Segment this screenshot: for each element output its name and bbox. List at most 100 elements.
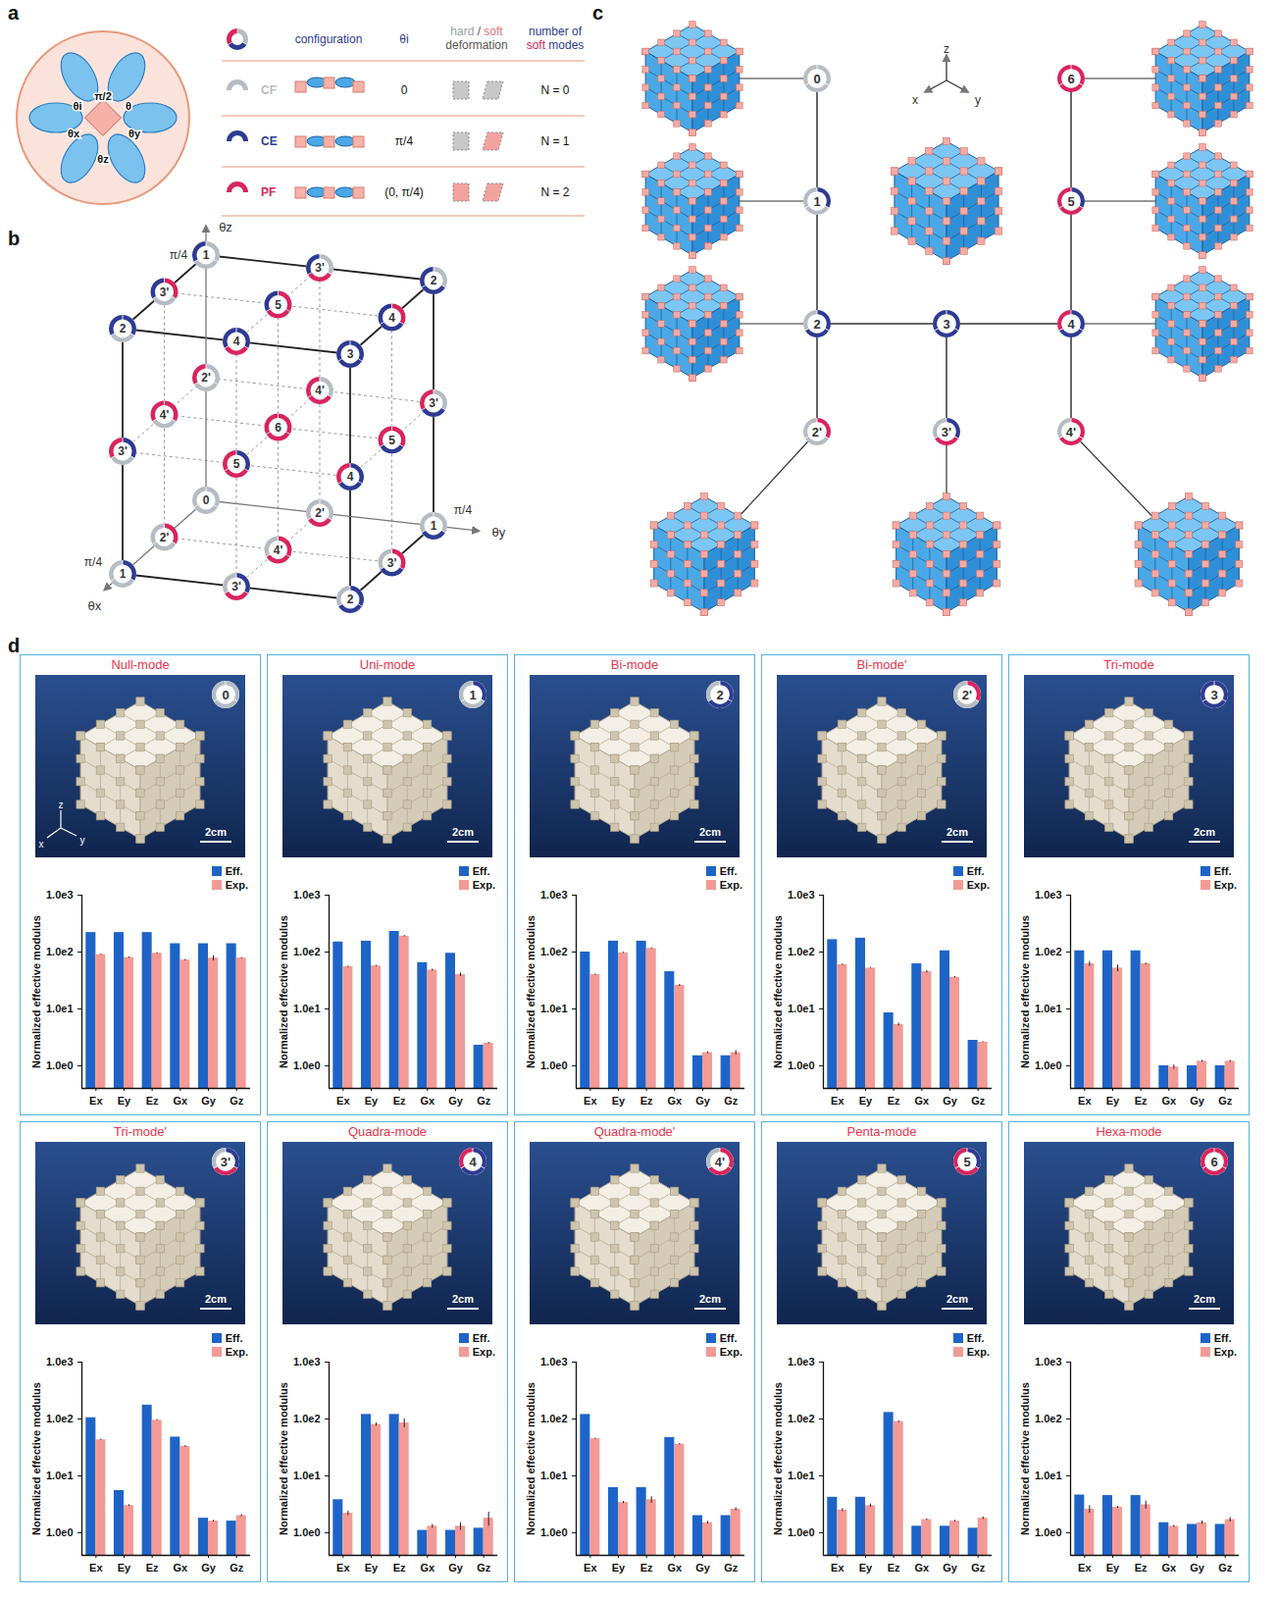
svg-text:Gx: Gx [419, 1561, 436, 1574]
svg-text:Ex: Ex [1077, 1561, 1092, 1574]
svg-text:Ex: Ex [336, 1094, 351, 1107]
svg-text:1: 1 [119, 566, 127, 581]
svg-text:z: z [943, 42, 950, 56]
svg-text:Ex: Ex [830, 1561, 845, 1574]
svg-text:Ez: Ez [393, 1561, 407, 1574]
svg-text:Ey: Ey [364, 1561, 379, 1574]
svg-text:CE: CE [260, 134, 278, 149]
svg-text:3': 3' [117, 444, 128, 459]
svg-text:PF: PF [260, 185, 276, 200]
svg-text:1.0e2: 1.0e2 [540, 945, 568, 958]
svg-text:c: c [592, 1, 604, 24]
svg-text:Ex: Ex [583, 1561, 598, 1574]
svg-text:5: 5 [274, 298, 282, 312]
svg-text:3': 3' [220, 1154, 231, 1170]
svg-text:2cm: 2cm [946, 1292, 969, 1305]
svg-text:Ez: Ez [887, 1094, 901, 1107]
svg-text:1: 1 [468, 687, 476, 703]
svg-text:Normalized effective modulus: Normalized effective modulus [771, 915, 784, 1069]
svg-text:4: 4 [468, 1154, 477, 1170]
svg-text:y: y [80, 834, 86, 846]
svg-text:2cm: 2cm [452, 825, 474, 838]
svg-text:4': 4' [715, 1154, 725, 1170]
svg-text:Gz: Gz [971, 1094, 986, 1107]
svg-text:N = 2: N = 2 [540, 185, 569, 200]
svg-text:1.0e2: 1.0e2 [1034, 945, 1063, 958]
svg-text:Gy: Gy [201, 1561, 217, 1574]
svg-text:Ez: Ez [1134, 1094, 1148, 1107]
svg-text:Ey: Ey [612, 1094, 626, 1107]
svg-text:Ez: Ez [640, 1561, 654, 1574]
svg-text:3': 3' [428, 396, 439, 410]
svg-text:4': 4' [159, 408, 170, 422]
svg-text:Ex: Ex [89, 1094, 103, 1107]
svg-text:Ex: Ex [89, 1561, 103, 1574]
svg-text:Gz: Gz [723, 1094, 739, 1107]
svg-text:Normalized effective modulus: Normalized effective modulus [30, 1381, 43, 1535]
svg-text:θx: θx [67, 127, 81, 140]
svg-text:1.0e0: 1.0e0 [46, 1526, 74, 1538]
svg-text:5: 5 [1067, 194, 1074, 209]
svg-text:Ex: Ex [830, 1094, 845, 1107]
svg-text:1.0e3: 1.0e3 [1034, 888, 1063, 901]
svg-text:2cm: 2cm [1193, 825, 1216, 838]
svg-text:Gx: Gx [914, 1094, 930, 1107]
svg-text:Gy: Gy [448, 1561, 464, 1574]
svg-text:2: 2 [347, 592, 355, 607]
svg-text:θy: θy [492, 524, 507, 540]
svg-text:Ey: Ey [364, 1094, 379, 1107]
svg-text:Gx: Gx [666, 1094, 683, 1107]
svg-text:hard / soft: hard / soft [450, 24, 504, 39]
svg-text:π/4: π/4 [169, 248, 189, 262]
svg-text:1.0e2: 1.0e2 [787, 945, 816, 958]
svg-text:Ey: Ey [859, 1094, 873, 1107]
svg-text:1.0e0: 1.0e0 [787, 1059, 816, 1072]
svg-text:Gx: Gx [172, 1561, 189, 1574]
svg-text:Gz: Gz [971, 1561, 986, 1574]
svg-text:π/4: π/4 [454, 503, 473, 517]
svg-text:1.0e3: 1.0e3 [46, 1355, 74, 1368]
svg-text:θx: θx [87, 598, 102, 614]
svg-text:x: x [39, 838, 45, 850]
svg-text:Ey: Ey [859, 1561, 873, 1574]
svg-text:number of: number of [528, 24, 583, 39]
svg-text:θi: θi [72, 100, 82, 112]
svg-text:6: 6 [1210, 1154, 1218, 1170]
svg-text:configuration: configuration [295, 32, 363, 47]
svg-text:Gy: Gy [201, 1094, 217, 1107]
svg-text:Normalized effective modulus: Normalized effective modulus [1019, 1381, 1031, 1535]
svg-text:1.0e3: 1.0e3 [46, 888, 74, 901]
svg-text:Ez: Ez [1134, 1561, 1148, 1574]
svg-text:2cm: 2cm [204, 825, 227, 838]
svg-text:1.0e3: 1.0e3 [787, 1355, 816, 1368]
svg-text:Normalized effective modulus: Normalized effective modulus [524, 915, 537, 1069]
svg-text:Ex: Ex [583, 1094, 598, 1107]
svg-text:Gz: Gz [476, 1561, 492, 1574]
svg-text:2': 2' [159, 530, 170, 545]
svg-text:θi: θi [399, 32, 409, 47]
svg-text:3: 3 [1210, 687, 1218, 703]
svg-text:2cm: 2cm [204, 1292, 227, 1305]
svg-text:2': 2' [962, 687, 972, 703]
svg-text:1.0e0: 1.0e0 [46, 1059, 74, 1072]
svg-text:1.0e3: 1.0e3 [540, 1355, 568, 1368]
svg-text:4: 4 [233, 334, 241, 349]
svg-text:2cm: 2cm [699, 1292, 721, 1305]
svg-text:π/2: π/2 [94, 90, 112, 103]
svg-text:Gz: Gz [723, 1561, 739, 1574]
svg-text:3': 3' [159, 285, 170, 300]
svg-text:Gy: Gy [695, 1561, 712, 1574]
svg-text:1.0e0: 1.0e0 [1034, 1059, 1063, 1072]
svg-text:1.0e3: 1.0e3 [540, 888, 568, 901]
svg-text:Normalized effective modulus: Normalized effective modulus [524, 1381, 537, 1535]
svg-text:Gy: Gy [695, 1094, 712, 1107]
svg-text:1.0e2: 1.0e2 [46, 1412, 74, 1425]
svg-text:Gx: Gx [914, 1561, 930, 1574]
svg-text:1: 1 [203, 248, 210, 262]
svg-text:Ez: Ez [640, 1094, 654, 1107]
svg-text:1.0e3: 1.0e3 [293, 1355, 321, 1368]
svg-text:N = 0: N = 0 [540, 83, 569, 98]
svg-text:5: 5 [963, 1154, 971, 1170]
svg-text:4': 4' [273, 543, 284, 558]
svg-text:1.0e2: 1.0e2 [293, 1412, 321, 1425]
